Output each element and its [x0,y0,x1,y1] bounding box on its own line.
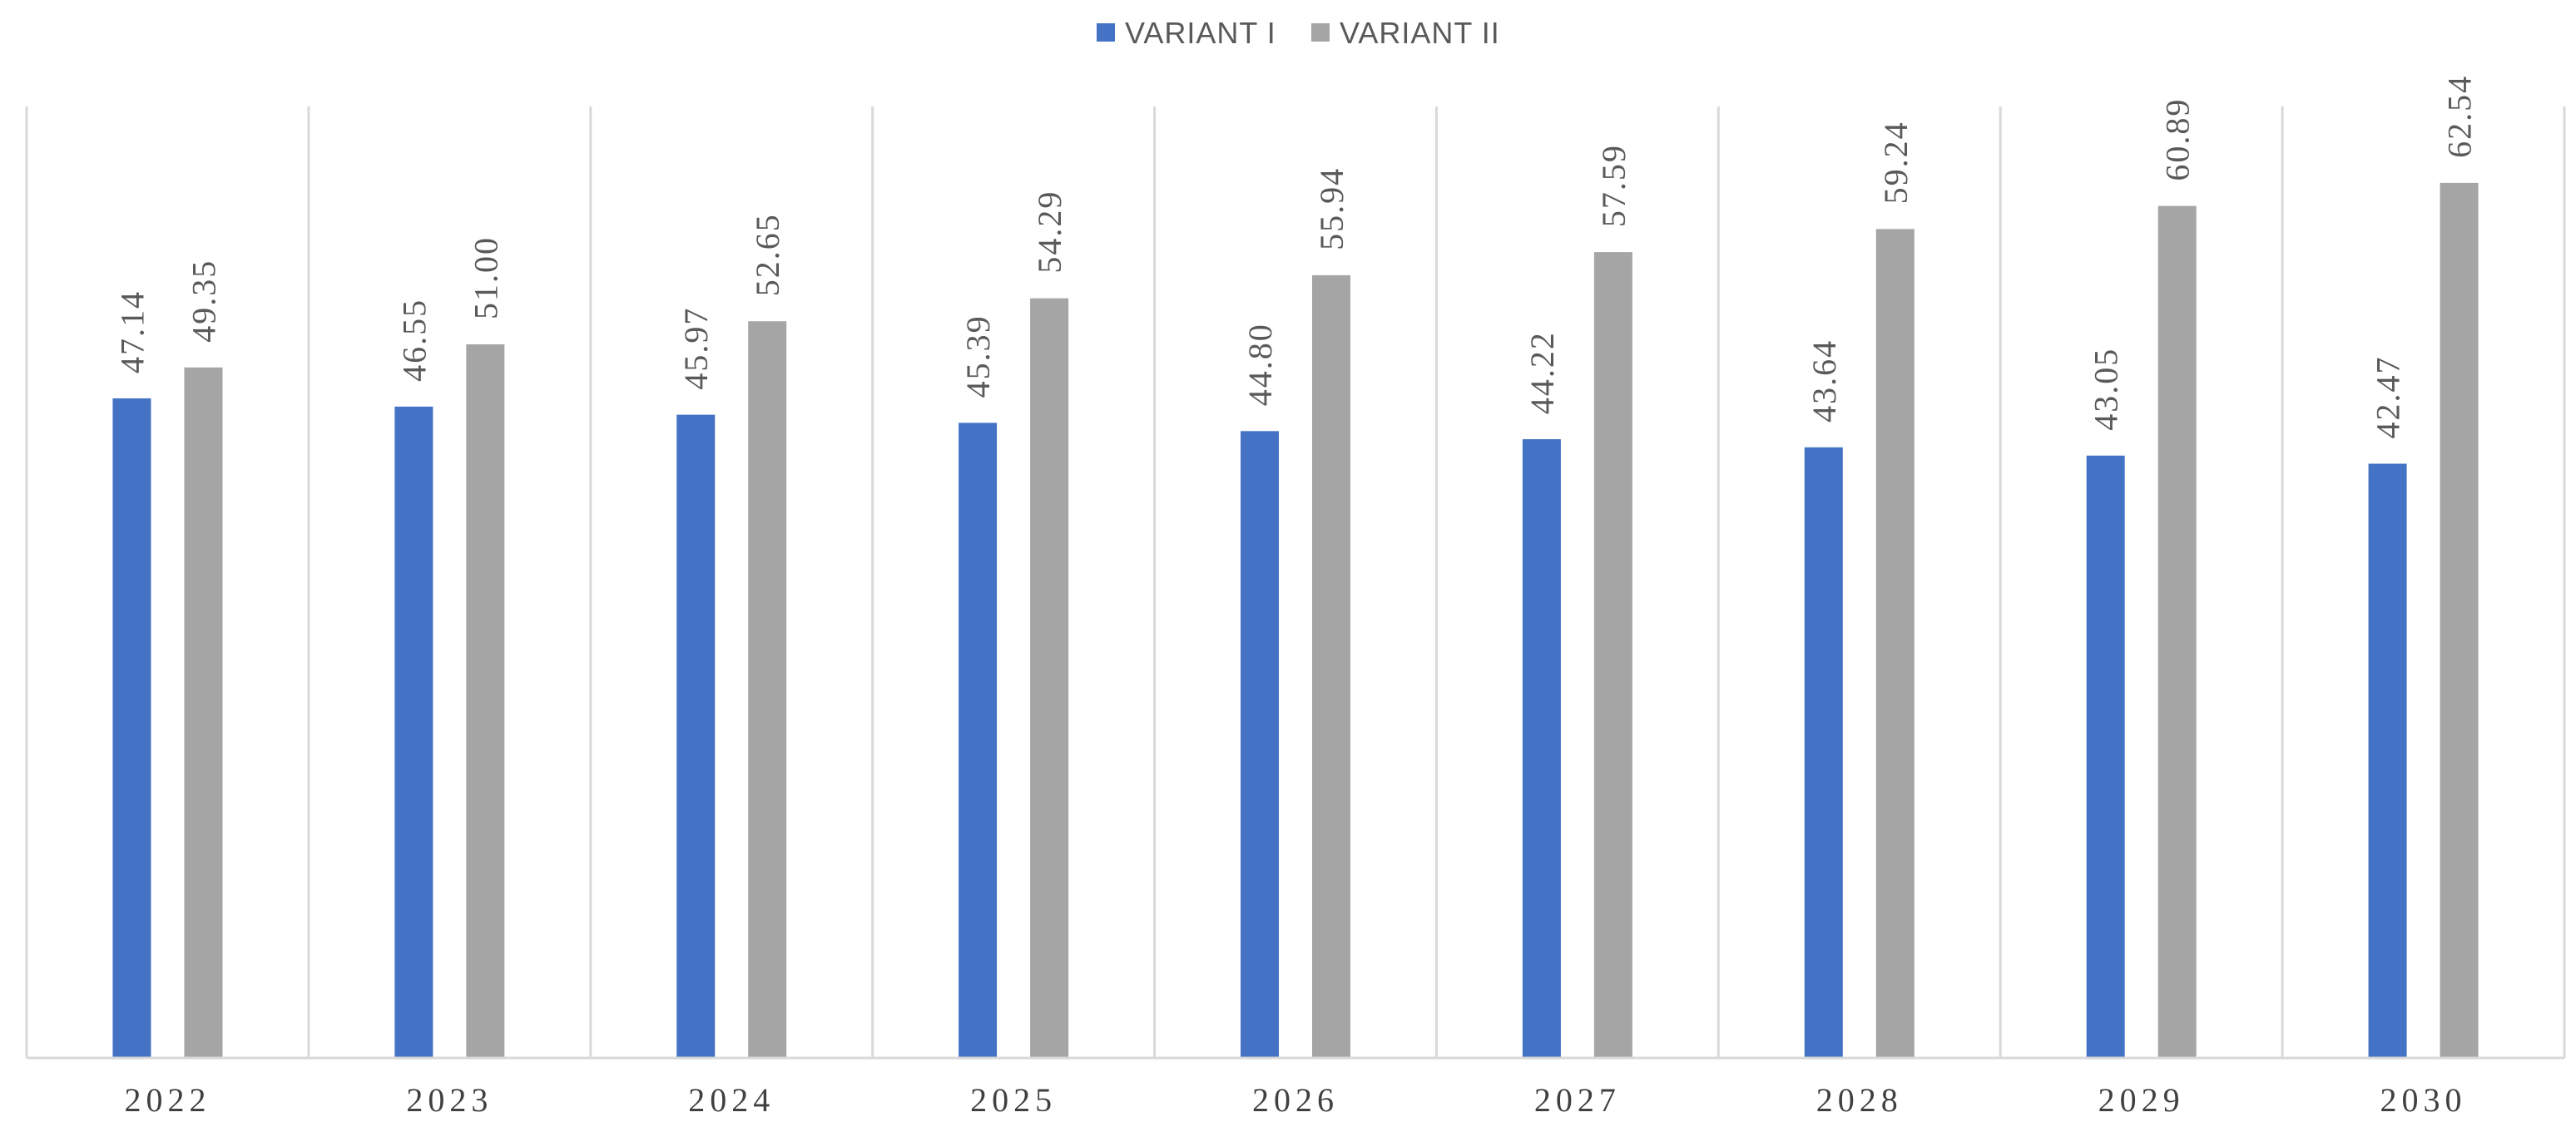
bar-1-2029 [2086,455,2125,1058]
bar-1-2027 [1522,439,1561,1058]
data-label: 52.65 [749,213,786,296]
bar-2-2022 [184,367,223,1059]
bar-1-2024 [676,414,716,1059]
data-label: 49.35 [185,260,222,343]
bar-2-2025 [1030,298,1069,1058]
data-label: 55.94 [1313,167,1350,250]
data-labels-group: 47.14 49.35 46.55 51.00 45.97 52.65 45.39 54.29… [113,75,2478,439]
data-label: 44.80 [1241,323,1279,406]
legend: VARIANT I VARIANT II [1097,16,1500,50]
data-label: 46.55 [395,299,433,382]
bar-1-2025 [959,423,998,1058]
bar-2-2027 [1593,252,1632,1058]
legend-label: VARIANT II [1340,16,1500,50]
data-label: 47.14 [113,290,151,373]
bar-1-2028 [1804,447,1843,1058]
bar-2-2029 [2157,205,2197,1059]
data-label: 45.97 [677,307,715,390]
x-axis-tick-labels: 2022 2023 2024 2025 2026 2027 2028 2029 2030 [124,1081,2467,1119]
data-label: 42.47 [2370,356,2407,439]
legend-label: VARIANT I [1125,16,1276,50]
bar-2-2024 [748,321,787,1058]
category-gridlines [25,106,2566,1058]
data-label: 51.00 [467,236,504,319]
bars-group [112,182,2479,1059]
bar-1-2023 [394,406,433,1058]
data-label: 62.54 [2441,75,2479,158]
x-tick-label: 2030 [2380,1081,2467,1119]
data-label: 43.64 [1806,339,1843,423]
data-label: 44.22 [1523,331,1561,414]
x-tick-label: 2024 [688,1081,775,1119]
x-tick-label: 2025 [970,1081,1057,1119]
data-label: 60.89 [2159,98,2197,181]
legend-swatch [1311,23,1330,42]
data-label: 54.29 [1031,190,1068,274]
bar-1-2026 [1241,431,1279,1058]
x-tick-label: 2023 [406,1081,493,1119]
legend-item-2: VARIANT II [1311,16,1500,50]
data-label: 57.59 [1595,144,1632,227]
data-label: 45.39 [959,314,997,398]
bar-2-2023 [466,344,505,1058]
data-label: 59.24 [1877,121,1915,204]
bar-2-2028 [1875,229,1915,1058]
bar-2-2026 [1312,274,1350,1059]
x-tick-label: 2022 [124,1081,211,1119]
legend-swatch [1097,23,1115,42]
legend-item-1: VARIANT I [1097,16,1276,50]
bar-2-2030 [2440,182,2479,1059]
x-tick-label: 2029 [2098,1081,2185,1119]
data-label: 43.05 [2088,348,2125,431]
x-tick-label: 2027 [1534,1081,1621,1119]
x-tick-label: 2028 [1816,1081,1903,1119]
bar-1-2022 [112,398,151,1058]
bar-1-2030 [2368,463,2407,1058]
x-tick-label: 2026 [1252,1081,1339,1119]
